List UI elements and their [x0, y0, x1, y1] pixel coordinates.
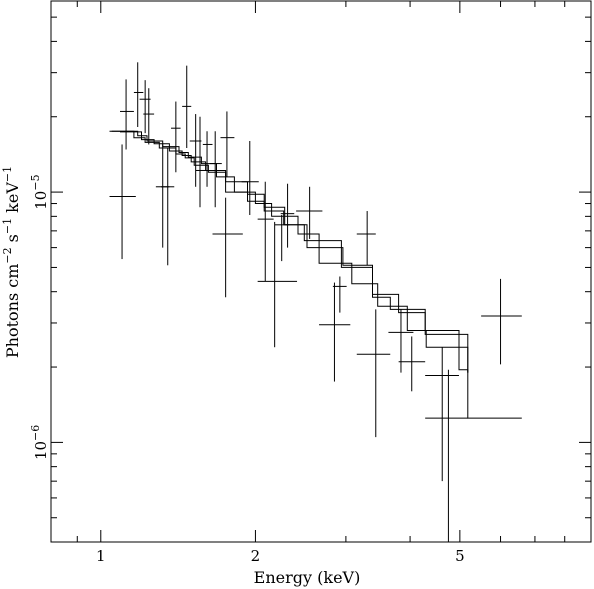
data-point — [212, 197, 243, 298]
x-tick-label: 1 — [96, 547, 106, 565]
data-point — [425, 347, 459, 482]
y-tick-label: 10−6 — [29, 425, 50, 460]
data-point — [356, 309, 391, 438]
data-point — [296, 186, 323, 239]
data-point — [388, 309, 414, 373]
data-point — [257, 221, 298, 348]
data-point — [425, 369, 468, 542]
x-tick-label: 2 — [251, 547, 261, 565]
data-point — [241, 140, 259, 215]
data-point — [481, 278, 522, 365]
x-tick-label: 5 — [455, 547, 465, 565]
data-point — [133, 62, 144, 127]
model-curve-2 — [111, 130, 469, 373]
data-point — [189, 114, 202, 187]
model-curve-3 — [120, 131, 522, 419]
model-curve-1 — [109, 130, 469, 373]
data-point — [120, 79, 134, 150]
data-point — [398, 336, 426, 392]
data-point — [280, 183, 295, 248]
data-point — [182, 65, 192, 149]
x-axis-label: Energy (keV) — [254, 568, 361, 587]
data-point — [257, 181, 274, 282]
plot-frame — [50, 0, 592, 543]
data-point — [319, 282, 351, 382]
data-point — [332, 276, 347, 313]
data-point — [202, 131, 213, 187]
data-point — [220, 111, 235, 177]
data-point — [143, 88, 155, 145]
y-tick-label: 10−5 — [29, 174, 50, 209]
data-point — [195, 116, 206, 208]
y-axis-label: Photons cm−2 s−1 keV−1 — [1, 166, 22, 358]
data-point — [209, 131, 222, 208]
data-point — [109, 144, 136, 260]
data-point — [161, 148, 175, 266]
data-point — [356, 211, 376, 266]
data-point — [274, 214, 290, 262]
axis-ticks — [51, 1, 592, 542]
data-point — [171, 101, 181, 173]
model-curves — [109, 130, 522, 419]
axis-tick-labels: 1 2 5 10−6 10−5 — [29, 174, 465, 565]
data-points — [109, 62, 522, 542]
